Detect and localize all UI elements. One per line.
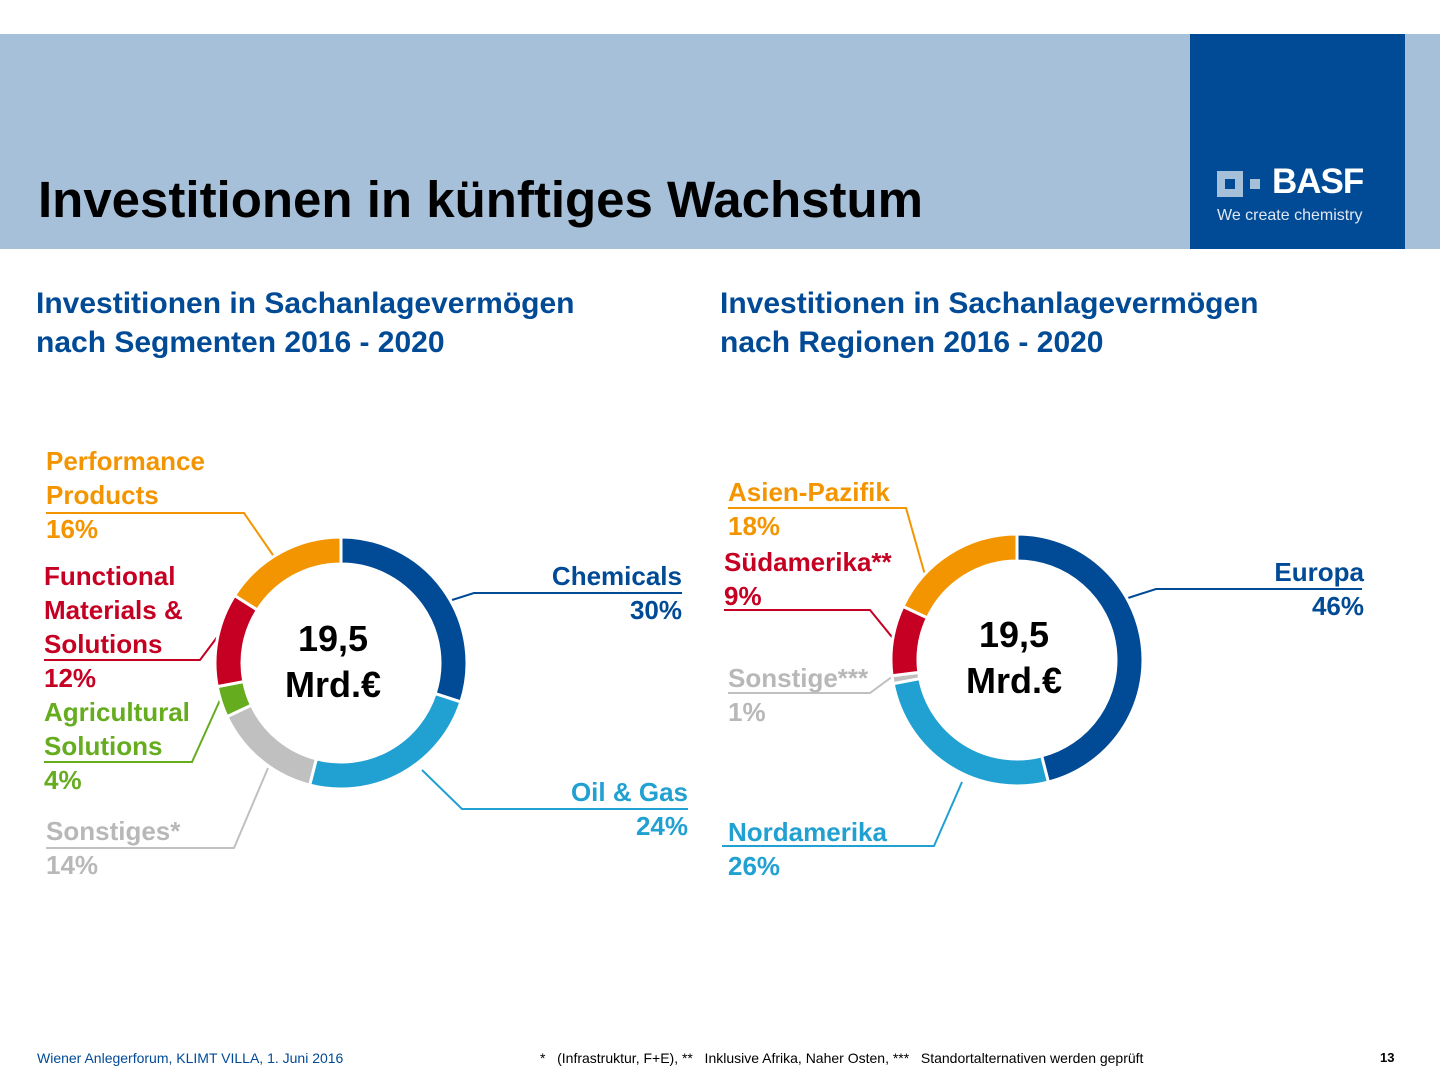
label-oilgas: Oil & Gas 24% [570,777,688,841]
leader-sonstige [728,675,894,694]
leader-europa [1127,588,1362,599]
chart1-title: Investitionen in Sachanlagevermögen nach … [36,287,575,359]
label-asien: Asien-Pazifik 18% [728,477,890,541]
label-nordamerika: Nordamerika 26% [728,817,887,881]
label-functional: Functional Materials & Solutions 12% [44,561,183,693]
chart2-segment-4 [900,532,1019,620]
page-number: 13 [1380,1050,1395,1065]
footer-notes: * (Infrastruktur, F+E), ** Inklusive Afr… [540,1050,1144,1066]
logo-square-icon [1217,171,1243,197]
basf-logo: BASF We create chemistry [1190,34,1405,249]
chart1-center: 19,5 Mrd.€ [284,618,381,705]
leader-suedamerika [724,609,897,643]
leader-chemicals [451,592,682,601]
chart2-center: 19,5 Mrd.€ [965,614,1062,701]
leader-agricultural [44,699,221,763]
leader-sonstiges [46,767,269,849]
label-performance: Performance Products 16% [46,446,205,544]
footer-event: Wiener Anlegerforum, KLIMT VILLA, 1. Jun… [37,1050,344,1066]
chart1-segment-2 [224,703,319,787]
label-europa: Europa 46% [1274,557,1364,621]
label-sonstige: Sonstige*** 1% [728,663,869,727]
label-agricultural: Agricultural Solutions 4% [44,697,190,795]
chart1-segment-4 [213,593,260,689]
label-suedamerika: Südamerika** 9% [724,547,892,611]
logo-name: BASF [1272,162,1364,201]
label-sonstiges: Sonstiges* 14% [46,816,181,880]
leader-functional [44,635,219,661]
leader-performance [46,512,276,559]
leader-asien [728,507,926,576]
chart1-segment-5 [232,535,343,613]
leader-oilgas [421,769,688,810]
label-chemicals: Chemicals 30% [551,561,682,625]
logo-tagline: We create chemistry [1217,207,1363,224]
logo-dot-icon [1250,179,1260,189]
page-title: Investitionen in künftiges Wachstum [38,171,924,228]
leader-nordamerika [722,781,963,847]
chart2-title: Investitionen in Sachanlagevermögen nach … [720,287,1259,359]
